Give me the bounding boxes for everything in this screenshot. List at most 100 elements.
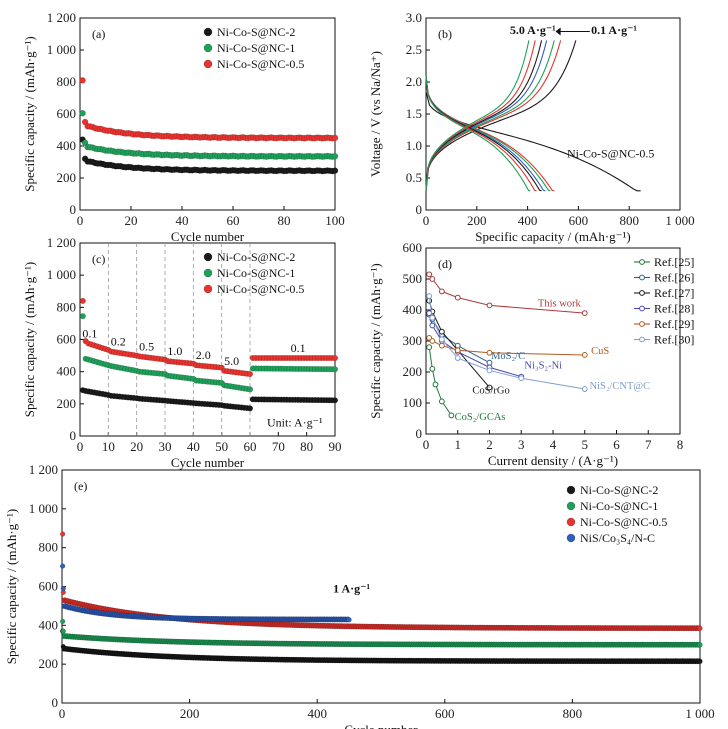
y-tick-label: 100 <box>403 395 423 410</box>
series-point <box>426 293 433 299</box>
x-tick-label: 20 <box>130 439 143 454</box>
x-axis-label: Cycle number <box>171 229 245 244</box>
legend-marker <box>639 336 645 343</box>
x-tick-label: 4 <box>550 437 557 452</box>
legend-entry: Ref.[27] <box>654 286 694 300</box>
x-tick-label: 1 000 <box>665 213 694 228</box>
legend-entry: Ni-Co-S@NC-0.5 <box>217 57 304 71</box>
y-tick-label: 600 <box>57 106 77 121</box>
legend-entry: Ni-Co-S@NC-2 <box>217 25 295 39</box>
legend-entry: Ref.[28] <box>654 302 694 316</box>
legend-marker <box>566 485 576 495</box>
legend-marker <box>203 43 213 53</box>
y-tick-label: 0 <box>70 202 77 217</box>
x-tick-label: 60 <box>244 439 257 454</box>
series-point <box>438 398 445 405</box>
arrow-head <box>555 27 561 36</box>
series-point <box>438 336 445 343</box>
x-tick-label: 50 <box>215 439 228 454</box>
series-point <box>426 271 433 278</box>
y-tick-label: 300 <box>403 333 423 348</box>
series-point <box>581 352 588 358</box>
series-point <box>60 585 66 592</box>
series-point <box>426 310 433 317</box>
series-point <box>581 386 588 392</box>
x-tick-label: 200 <box>180 706 200 721</box>
y-tick-label: 0 <box>52 695 59 710</box>
series-point <box>486 302 493 309</box>
x-tick-label: 6 <box>613 437 620 452</box>
panel-label: (a) <box>92 27 105 41</box>
series-point <box>429 322 436 329</box>
y-tick-label: 0.5 <box>406 170 422 185</box>
x-tick-label: 7 <box>645 437 652 452</box>
legend-marker <box>203 268 213 278</box>
panel-label: (e) <box>74 479 87 493</box>
panel-c: 0 10 20 30 40 50 60 70 80 90 0 200 400 600 800 1 000 1 2… <box>22 235 342 470</box>
x-tick-label: 70 <box>272 439 285 454</box>
series-point <box>429 366 436 372</box>
series-point <box>429 314 436 321</box>
series-line <box>428 347 452 416</box>
x-tick-label: 10 <box>102 439 115 454</box>
series-point <box>429 338 436 344</box>
discharge-curve <box>425 75 531 192</box>
y-tick-label: 0 <box>70 428 77 443</box>
legend-entry: NiS/Co₃S₄/N-C <box>580 531 655 545</box>
curve-label: CoS/rGo <box>472 386 509 397</box>
y-tick-label: 1 000 <box>47 42 76 57</box>
y-tick-label: 0 <box>416 202 423 217</box>
series-point <box>331 167 339 174</box>
legend-entry: Ni-Co-S@NC-1 <box>580 499 658 513</box>
series-point <box>60 628 66 634</box>
y-tick-label: 600 <box>39 579 59 594</box>
unit-label: Unit: A·g⁻¹ <box>267 415 323 429</box>
legend-marker <box>566 533 576 543</box>
series-point <box>79 297 86 304</box>
legend-marker <box>203 252 213 262</box>
series-point <box>697 642 703 648</box>
series-point <box>79 109 86 117</box>
series-point <box>60 531 66 537</box>
curve-label: CuS <box>591 346 609 357</box>
series-point <box>331 134 339 142</box>
x-tick-label: 80 <box>300 439 313 454</box>
panel-d: 0 1 2 3 4 5 6 7 8 0 100 200 300 400 500 600 Current dens… <box>368 240 694 468</box>
x-tick-label: 600 <box>569 213 589 228</box>
series-point <box>331 153 339 160</box>
legend-entry: Ni-Co-S@NC-0.5 <box>217 282 304 296</box>
y-axis-label: Specific capacity / (mAh·g⁻¹) <box>22 36 37 192</box>
y-tick-label: 200 <box>57 170 77 185</box>
legend-marker <box>566 517 576 527</box>
y-tick-label: 500 <box>403 271 423 286</box>
rate-label: 0.5 <box>139 339 154 353</box>
charge-curve <box>425 40 536 191</box>
x-axis-label: Current density / (A·g⁻¹) <box>488 453 618 468</box>
series-point <box>518 375 525 382</box>
panel-label: (c) <box>92 252 105 266</box>
sample-label: Ni-Co-S@NC-0.5 <box>567 147 654 161</box>
rate-label: 0.1 <box>82 327 97 341</box>
series-point <box>438 288 445 295</box>
y-tick-label: 800 <box>57 74 77 89</box>
x-tick-label: 5 <box>582 437 589 452</box>
legend-entry: Ref.[30] <box>654 333 694 347</box>
y-tick-label: 200 <box>57 396 77 411</box>
x-tick-label: 200 <box>467 213 487 228</box>
discharge-curve <box>425 75 537 192</box>
curve-label: This work <box>538 298 582 309</box>
series-point <box>486 367 493 374</box>
rate-label: 1.0 <box>167 344 182 358</box>
x-tick-label: 0 <box>59 706 66 721</box>
y-tick-label: 1 000 <box>47 267 76 282</box>
legend-marker <box>566 501 576 511</box>
y-tick-label: 200 <box>39 656 59 671</box>
series-point <box>454 342 461 349</box>
series-point <box>448 412 455 419</box>
y-tick-label: 1 200 <box>47 235 76 250</box>
series-point <box>332 354 339 361</box>
charge-curve <box>425 40 530 191</box>
series-point <box>346 617 352 623</box>
y-axis-label: Specific capacity / (mAh·g⁻¹) <box>4 509 19 665</box>
